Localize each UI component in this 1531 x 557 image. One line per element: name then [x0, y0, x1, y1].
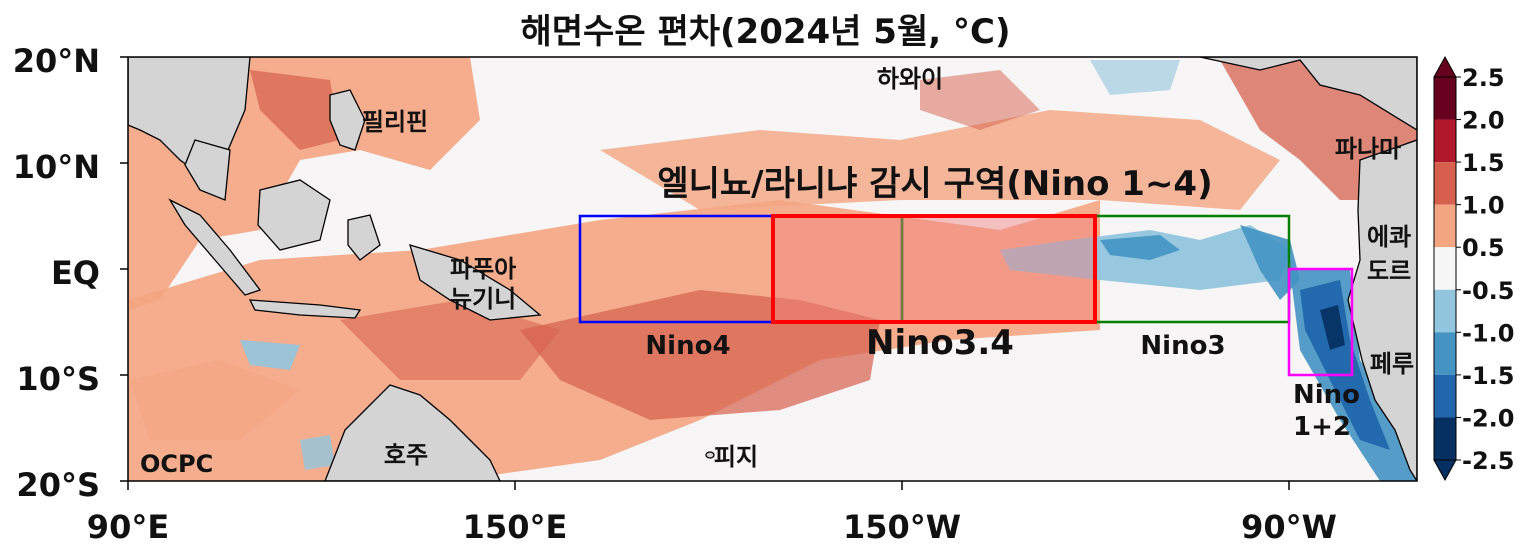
land-new-guinea — [409, 244, 542, 321]
nino12-label: Nino 1+2 — [1293, 380, 1360, 442]
lat-tick-10s: 10°S — [16, 360, 100, 398]
nino4-label: Nino4 — [645, 331, 730, 361]
colorbar-frame — [1433, 76, 1457, 461]
colorbar-swatch — [1434, 119, 1456, 163]
lat-tick-eq: EQ — [51, 254, 100, 292]
colorbar-label: 0.5 — [1462, 234, 1505, 262]
land-vietnam — [184, 139, 231, 201]
colorbar-label: 1.0 — [1462, 192, 1505, 220]
monitor-title: 엘니뇨/라니냐 감시 구역(Nino 1~4) — [657, 164, 1212, 204]
colorbar-label: -2.5 — [1462, 447, 1514, 475]
land-fiji — [705, 451, 715, 459]
land-masses — [128, 57, 1417, 481]
lat-tick-20s: 20°S — [16, 466, 100, 504]
colorbar-swatch — [1434, 374, 1456, 418]
land-sumatra — [168, 198, 262, 296]
place-philippines: 필리핀 — [362, 108, 428, 136]
colorbar: 2.5 2.0 1.5 1.0 0.5 -0.5 -1.0 -1.5 -2.0 -2.5 — [1433, 55, 1514, 482]
colorbar-swatch — [1434, 332, 1456, 375]
colorbar-extend-bottom — [1433, 459, 1457, 482]
place-papua-new-guinea: 파푸아 뉴기니 — [450, 255, 516, 313]
land-borneo — [257, 179, 331, 251]
land-central-america — [1199, 57, 1417, 131]
lon-tick-150e: 150°E — [463, 508, 568, 546]
nino12-box — [1287, 267, 1354, 377]
lon-tick-150w: 150°W — [843, 508, 961, 546]
tick-marks — [120, 56, 1290, 490]
colorbar-label: 1.5 — [1462, 149, 1505, 177]
colorbar-label: 2.0 — [1462, 107, 1505, 135]
land-java — [248, 299, 362, 319]
colorbar-extend-top — [1433, 55, 1457, 78]
lat-tick-20n: 20°N — [13, 42, 100, 80]
nino34-box — [771, 214, 1097, 324]
colorbar-swatch — [1434, 162, 1456, 205]
colorbar-swatch — [1434, 289, 1456, 333]
nino34-label: Nino3.4 — [866, 323, 1014, 363]
colorbar-swatch — [1434, 204, 1456, 248]
land-philippines — [329, 89, 366, 151]
colorbar-label: -1.0 — [1462, 319, 1514, 347]
colorbar-label: 2.5 — [1462, 64, 1505, 92]
colorbar-label: -1.5 — [1462, 362, 1514, 390]
colorbar-swatch — [1434, 417, 1456, 460]
land-australia — [324, 384, 501, 481]
place-fiji: 피지 — [714, 443, 758, 471]
nino3-label: Nino3 — [1140, 331, 1225, 361]
colorbar-swatch — [1434, 77, 1456, 120]
lat-tick-10n: 10°N — [13, 148, 100, 186]
ocpc-watermark: OCPC — [140, 450, 213, 478]
place-peru: 페루 — [1370, 350, 1414, 378]
colorbar-label: -2.0 — [1462, 404, 1514, 432]
lon-tick-90w: 90°W — [1241, 508, 1337, 546]
map-title: 해면수온 편차(2024년 5월, °C) — [520, 12, 1011, 52]
place-australia: 호주 — [384, 441, 428, 469]
place-panama: 파나마 — [1335, 135, 1401, 163]
place-hawaii: 하와이 — [877, 65, 943, 93]
land-sulawesi — [347, 214, 381, 261]
lon-tick-90e: 90°E — [87, 508, 169, 546]
colorbar-swatch — [1434, 247, 1456, 290]
colorbar-label: -0.5 — [1462, 277, 1514, 305]
place-ecuador: 에콰 도르 — [1367, 223, 1411, 285]
land-south-america — [1347, 139, 1417, 481]
